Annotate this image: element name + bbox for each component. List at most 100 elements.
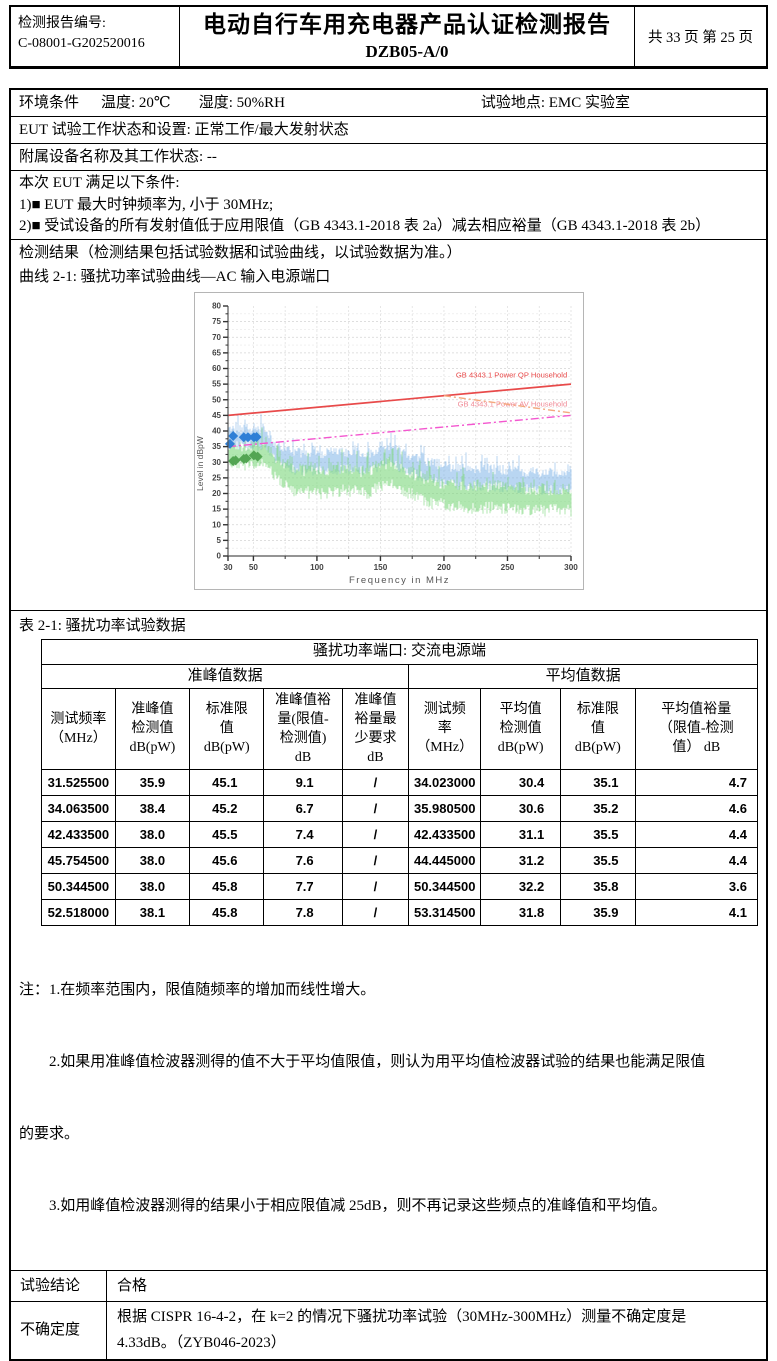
data-cell: 4.4 <box>634 846 758 874</box>
uncertainty-row: 不确定度 根据 CISPR 16-4-2，在 k=2 的情况下骚扰功率试验（30… <box>11 1301 766 1359</box>
data-cell: / <box>341 898 410 926</box>
emission-power-chart: GB 4343.1 Power QP Household GB 4343.1 Po… <box>193 291 584 590</box>
data-cell: 4.4 <box>634 820 758 848</box>
data-cell: 45.2 <box>189 794 265 822</box>
results-heading: 检测结果（检测结果包括试验数据和试验曲线，以试验数据为准。） <box>19 244 462 261</box>
conclusion-label: 试验结论 <box>11 1270 107 1301</box>
data-cell: 38.1 <box>114 898 191 926</box>
notes-block: 注：1.在频率范围内，限值随频率的增加而线性增大。 2.如果用准峰值检波器测得的… <box>19 930 758 1266</box>
data-cell: 45.5 <box>189 820 265 848</box>
data-cell: 53.314500 <box>408 898 482 926</box>
svg-text:0: 0 <box>216 551 221 560</box>
svg-text:75: 75 <box>212 317 221 326</box>
data-cell: 44.445000 <box>408 846 482 874</box>
table-row: 50.344500 38.0 45.8 7.7/50.344500 32.2 35.8 3.… <box>41 872 758 900</box>
conclusion-row: 试验结论 合格 <box>11 1270 766 1302</box>
data-cell: / <box>341 794 410 822</box>
data-cell: 31.525500 <box>41 768 116 796</box>
report-page: 检测报告编号: C-08001-G202520016 电动自行车用充电器产品认证… <box>9 5 768 1361</box>
uncertainty-line-1: 根据 CISPR 16-4-2，在 k=2 的情况下骚扰功率试验（30MHz-3… <box>117 1308 687 1325</box>
svg-text:35: 35 <box>212 442 221 451</box>
uncertainty-value: 根据 CISPR 16-4-2，在 k=2 的情况下骚扰功率试验（30MHz-3… <box>107 1302 766 1359</box>
svg-text:150: 150 <box>373 563 387 572</box>
table-row: 42.433500 38.0 45.5 7.4/42.433500 31.1 35.5 4.… <box>41 820 758 848</box>
svg-text:80: 80 <box>212 301 221 310</box>
table-row: 45.754500 38.0 45.6 7.6/44.445000 31.2 35.5 4.… <box>41 846 758 874</box>
table-row: 准峰值数据 平均值数据 <box>40 663 758 689</box>
report-number-value: C-08001-G202520016 <box>18 36 145 51</box>
svg-text:60: 60 <box>212 364 221 373</box>
column-header-8: 标准限 值 dB(pW) <box>560 687 636 770</box>
table-row: 测试频率 （MHz） 准峰值 检测值 dB(pW) 标准限 值 dB(pW) 准峰值裕… <box>41 687 758 770</box>
column-header-1: 测试频率 （MHz） <box>41 687 116 770</box>
column-header-7: 平均值 检测值 dB(pW) <box>480 687 562 770</box>
data-cell: 3.6 <box>634 872 758 900</box>
svg-text:10: 10 <box>212 520 221 529</box>
svg-text:200: 200 <box>437 563 451 572</box>
note-line-1: 注：1.在频率范围内，限值随频率的增加而线性增大。 <box>19 981 376 998</box>
svg-text:20: 20 <box>212 489 221 498</box>
report-body: 环境条件 温度: 20℃ 湿度: 50%RH 试验地点: EMC 实验室 EUT… <box>9 88 768 1361</box>
svg-text:30: 30 <box>212 457 221 466</box>
note-line-2: 2.如果用准峰值检波器测得的值不大于平均值限值，则认为用平均值检波器试验的结果也… <box>19 1053 706 1070</box>
data-cell: 35.980500 <box>408 794 482 822</box>
data-cell: 45.6 <box>189 846 265 874</box>
data-cell: 34.063500 <box>41 794 116 822</box>
table-row: 骚扰功率端口: 交流电源端 <box>41 638 758 665</box>
data-cell: 9.1 <box>263 768 343 796</box>
data-cell: 30.4 <box>480 768 562 796</box>
svg-text:40: 40 <box>212 426 221 435</box>
data-cell: 6.7 <box>263 794 343 822</box>
chart-canvas: GB 4343.1 Power QP Household GB 4343.1 Po… <box>195 301 578 585</box>
svg-text:GB 4343.1 Power QP Household: GB 4343.1 Power QP Household <box>455 370 566 379</box>
svg-text:300: 300 <box>564 563 578 572</box>
table-caption: 表 2-1: 骚扰功率试验数据 <box>19 617 186 634</box>
svg-text:70: 70 <box>212 332 221 341</box>
uncertainty-line-2: 4.33dB。（ZYB046-2023） <box>117 1334 286 1351</box>
data-cell: 42.433500 <box>408 820 482 848</box>
data-cell: 35.8 <box>560 872 636 900</box>
page-info: 共 33 页 第 25 页 <box>647 30 754 46</box>
svg-text:5: 5 <box>216 535 221 544</box>
data-cell: 35.5 <box>560 846 636 874</box>
conditions-intro: 本次 EUT 满足以下条件: <box>19 175 180 191</box>
conclusion-value: 合格 <box>117 1277 148 1294</box>
data-cell: 35.1 <box>560 768 636 796</box>
report-header: 检测报告编号: C-08001-G202520016 电动自行车用充电器产品认证… <box>9 5 768 69</box>
environment-row: 环境条件 温度: 20℃ 湿度: 50%RH 试验地点: EMC 实验室 <box>11 90 766 117</box>
column-header-4: 准峰值裕 量(限值- 检测值) dB <box>263 687 343 770</box>
svg-text:Level in dBpW: Level in dBpW <box>195 436 205 491</box>
table-row: 52.518000 38.1 45.8 7.8/53.314500 31.8 35.9 4.… <box>41 898 758 926</box>
data-cell: 42.433500 <box>41 820 116 848</box>
table-row: 34.063500 38.4 45.2 6.7/35.980500 30.6 35.2 4.… <box>41 794 758 822</box>
report-title: 电动自行车用充电器产品认证检测报告 <box>203 12 611 37</box>
condition-item-1: 1)■ EUT 最大时钟频率为, 小于 30MHz; <box>19 196 274 213</box>
results-row: 检测结果（检测结果包括试验数据和试验曲线，以试验数据为准。） 曲线 2-1: 骚… <box>11 240 766 611</box>
data-cell: 7.4 <box>263 820 343 848</box>
disturbance-power-table: 骚扰功率端口: 交流电源端 准峰值数据 平均值数据 测试频率 （MHz） 准峰值 检测值… <box>40 638 758 926</box>
data-cell: 50.344500 <box>408 872 482 900</box>
report-number-label: 检测报告编号: <box>18 16 106 31</box>
note-line-3: 的要求。 <box>19 1125 80 1142</box>
column-header-9: 平均值裕量 （限值-检测 值） dB <box>634 687 758 770</box>
data-cell: 38.0 <box>114 820 191 848</box>
data-cell: 52.518000 <box>41 898 116 926</box>
data-cell: / <box>341 872 410 900</box>
data-cell: 35.9 <box>560 898 636 926</box>
eut-state-text: EUT 试验工作状态和设置: 正常工作/最大发射状态 <box>19 122 349 138</box>
curve-caption: 曲线 2-1: 骚扰功率试验曲线—AC 输入电源端口 <box>19 268 331 285</box>
data-cell: 30.6 <box>480 794 562 822</box>
data-cell: 45.1 <box>189 768 265 796</box>
data-cell: 50.344500 <box>41 872 116 900</box>
data-cell: 4.7 <box>634 768 758 796</box>
data-cell: 4.6 <box>634 794 758 822</box>
svg-text:15: 15 <box>212 504 221 513</box>
column-header-6: 测试频 率 （MHz） <box>408 687 482 770</box>
data-cell: 45.8 <box>189 898 265 926</box>
data-cell: 31.2 <box>480 846 562 874</box>
aux-equipment-text: 附属设备名称及其工作状态: -- <box>19 149 217 165</box>
data-cell: 35.5 <box>560 820 636 848</box>
aux-equipment-row: 附属设备名称及其工作状态: -- <box>11 144 766 171</box>
data-cell: 7.6 <box>263 846 343 874</box>
data-cell: 7.8 <box>263 898 343 926</box>
